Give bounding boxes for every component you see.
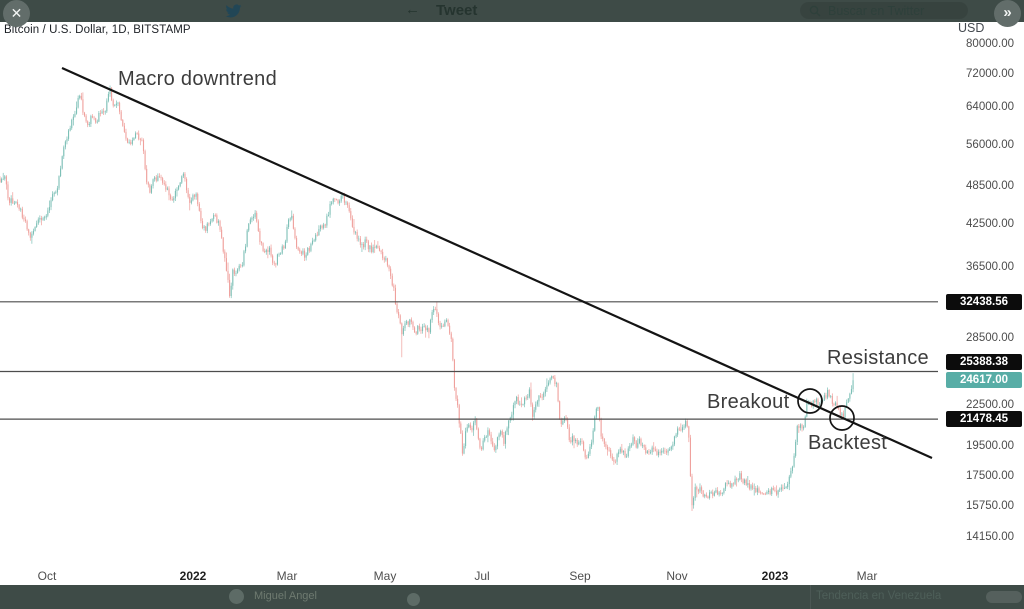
level-price-badge: 25388.38 xyxy=(946,353,1022,370)
highlight-circle-1[interactable] xyxy=(829,405,855,431)
annotation-backtest[interactable]: Backtest xyxy=(808,432,888,454)
x-axis-tick: 2023 xyxy=(761,569,789,583)
currency-label: USD xyxy=(958,21,985,35)
twitter-bird-icon xyxy=(225,4,242,18)
avatar[interactable] xyxy=(407,593,420,606)
close-button[interactable]: ✕ xyxy=(3,0,30,27)
x-axis-tick: Mar xyxy=(856,569,878,583)
level-price-badge: 21478.45 xyxy=(946,411,1022,427)
y-axis-tick: 36500.00 xyxy=(966,261,1014,274)
expand-chevrons-button[interactable]: » xyxy=(994,0,1021,27)
level-price-badge: 32438.56 xyxy=(946,294,1022,310)
trending-label[interactable]: Tendencia en Venezuela xyxy=(816,590,942,602)
x-axis-tick: Mar xyxy=(276,569,298,583)
x-axis-tick: Sep xyxy=(569,569,591,583)
x-axis-tick: 2022 xyxy=(179,569,207,583)
annotation-breakout[interactable]: Breakout xyxy=(707,391,790,413)
candles-down-bodies xyxy=(0,87,845,506)
y-axis-tick: 56000.00 xyxy=(966,139,1014,152)
candlestick-chart[interactable] xyxy=(0,0,944,565)
tweet-header-label: Tweet xyxy=(436,2,478,19)
y-axis-tick: 19500.00 xyxy=(966,439,1014,452)
y-axis-tick: 17500.00 xyxy=(966,470,1014,483)
bottom-bar-pill xyxy=(986,591,1022,603)
tweet-user-name[interactable]: Miguel Angel xyxy=(254,590,317,602)
x-axis-tick: Oct xyxy=(37,569,57,583)
y-axis-tick: 15750.00 xyxy=(966,500,1014,513)
tweet-top-bar: ← Tweet Buscar en Twitter xyxy=(0,0,1024,22)
x-axis-tick: May xyxy=(373,569,397,583)
search-icon xyxy=(809,5,821,16)
y-axis-tick: 14150.00 xyxy=(966,530,1014,543)
chart-plot-area[interactable]: Bitcoin / U.S. Dollar, 1D, BITSTAMP Macr… xyxy=(0,0,944,565)
y-axis-tick: 28500.00 xyxy=(966,331,1014,344)
candles-up-wicks xyxy=(1,85,854,509)
y-axis-tick: 72000.00 xyxy=(966,67,1014,80)
y-axis-tick: 42500.00 xyxy=(966,217,1014,230)
avatar[interactable] xyxy=(229,589,244,604)
bottom-bar-divider xyxy=(810,585,811,609)
time-axis[interactable]: Oct 2022 Mar May Jul Sep Nov 2023 Mar xyxy=(0,565,1024,585)
y-axis-tick: 48500.00 xyxy=(966,180,1014,193)
y-axis-tick: 64000.00 xyxy=(966,101,1014,114)
y-axis-tick: 22500.00 xyxy=(966,398,1014,411)
back-arrow-icon[interactable]: ← xyxy=(405,1,420,18)
highlight-circle-0[interactable] xyxy=(797,388,823,414)
candles-down-wicks xyxy=(0,87,844,511)
price-axis[interactable]: USD 80000.00 72000.00 64000.00 56000.00 4850… xyxy=(938,0,1024,565)
annotation-resistance[interactable]: Resistance xyxy=(827,347,929,369)
y-axis-tick: 80000.00 xyxy=(966,38,1014,50)
x-axis-tick: Jul xyxy=(474,569,490,583)
annotation-macro-downtrend[interactable]: Macro downtrend xyxy=(118,68,278,90)
twitter-search-input[interactable]: Buscar en Twitter xyxy=(800,2,968,19)
x-axis-tick: Nov xyxy=(666,569,688,583)
current-price-badge: 24617.00 xyxy=(946,372,1022,389)
tweet-bottom-bar: Miguel Angel Tendencia en Venezuela xyxy=(0,585,1024,609)
chart-symbol-title[interactable]: Bitcoin / U.S. Dollar, 1D, BITSTAMP xyxy=(4,24,191,36)
candles-up-bodies xyxy=(1,87,854,506)
downtrend-line[interactable] xyxy=(61,66,933,460)
search-placeholder: Buscar en Twitter xyxy=(828,3,925,18)
